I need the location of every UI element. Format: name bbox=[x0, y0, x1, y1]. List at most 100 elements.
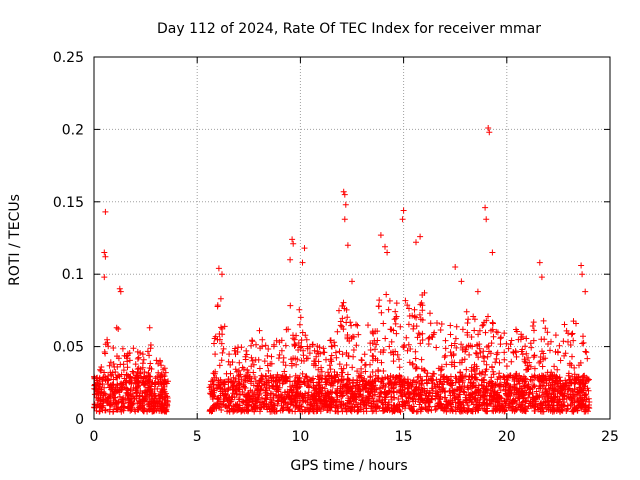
data-point bbox=[441, 354, 448, 361]
data-point bbox=[292, 342, 299, 349]
data-point bbox=[584, 375, 591, 382]
data-point bbox=[392, 315, 399, 322]
data-point bbox=[218, 340, 225, 347]
spike-point bbox=[489, 249, 496, 256]
data-point bbox=[448, 361, 455, 368]
x-tick-label: 10 bbox=[291, 429, 309, 445]
data-point bbox=[231, 347, 238, 354]
data-point bbox=[464, 402, 471, 409]
data-point bbox=[369, 369, 376, 375]
data-point bbox=[318, 390, 325, 397]
data-point bbox=[437, 327, 444, 333]
data-point bbox=[365, 322, 371, 329]
data-point bbox=[341, 383, 348, 390]
data-point bbox=[434, 393, 441, 400]
spike-point bbox=[578, 262, 585, 269]
data-point bbox=[223, 370, 230, 377]
data-point bbox=[554, 348, 561, 355]
data-point bbox=[490, 333, 497, 340]
data-point bbox=[234, 407, 240, 414]
data-point bbox=[312, 358, 319, 365]
data-point bbox=[252, 405, 259, 412]
data-point bbox=[503, 340, 510, 347]
data-point bbox=[128, 380, 135, 387]
data-point bbox=[579, 340, 586, 347]
x-tick-label: 0 bbox=[90, 429, 99, 445]
data-point bbox=[552, 378, 559, 385]
data-point bbox=[405, 341, 412, 348]
data-point bbox=[282, 377, 289, 384]
data-point bbox=[427, 390, 434, 397]
data-point bbox=[462, 348, 469, 355]
data-point bbox=[243, 347, 250, 354]
data-point bbox=[358, 365, 365, 372]
data-point bbox=[468, 374, 475, 381]
data-point bbox=[280, 398, 287, 405]
data-point bbox=[143, 387, 150, 394]
data-point bbox=[248, 354, 255, 361]
data-point bbox=[518, 388, 525, 395]
data-point bbox=[293, 361, 300, 368]
spike-point bbox=[101, 274, 108, 281]
data-point bbox=[344, 334, 351, 341]
data-point bbox=[226, 397, 233, 404]
data-point bbox=[406, 389, 412, 396]
data-point bbox=[561, 321, 568, 328]
data-point bbox=[236, 380, 243, 387]
data-point bbox=[580, 401, 587, 408]
data-point bbox=[567, 379, 574, 386]
data-point bbox=[113, 388, 120, 395]
data-point bbox=[292, 372, 299, 379]
data-point bbox=[398, 392, 405, 399]
data-point bbox=[386, 297, 393, 304]
data-point bbox=[273, 337, 280, 344]
data-point bbox=[441, 404, 448, 411]
data-point bbox=[347, 319, 354, 326]
data-point bbox=[337, 322, 344, 329]
data-point bbox=[98, 364, 105, 370]
data-point bbox=[374, 403, 381, 410]
data-point bbox=[345, 353, 352, 359]
data-point bbox=[412, 348, 419, 355]
data-point bbox=[282, 342, 289, 349]
data-point bbox=[151, 407, 158, 414]
data-point bbox=[343, 362, 350, 368]
data-point bbox=[256, 365, 263, 372]
spike-point bbox=[341, 191, 348, 198]
data-point bbox=[501, 330, 508, 337]
data-point bbox=[566, 362, 573, 369]
data-point bbox=[396, 356, 402, 363]
data-point bbox=[353, 321, 359, 328]
data-point bbox=[225, 358, 232, 365]
data-point bbox=[326, 362, 333, 369]
data-point bbox=[127, 373, 134, 380]
data-point bbox=[377, 349, 384, 355]
data-point bbox=[466, 405, 472, 412]
data-point bbox=[296, 374, 302, 381]
data-point bbox=[210, 393, 217, 400]
spike-point bbox=[485, 125, 492, 131]
data-point bbox=[155, 395, 162, 402]
data-point bbox=[111, 364, 118, 370]
data-point bbox=[371, 337, 378, 344]
data-point bbox=[400, 399, 407, 406]
data-point bbox=[124, 386, 131, 393]
data-point bbox=[367, 373, 374, 380]
data-point bbox=[465, 386, 472, 393]
data-point bbox=[295, 340, 302, 346]
data-point bbox=[157, 376, 164, 383]
data-point bbox=[163, 390, 169, 397]
data-point bbox=[102, 350, 109, 357]
data-point bbox=[476, 345, 483, 352]
data-point bbox=[443, 361, 450, 368]
data-point bbox=[512, 406, 519, 413]
data-point bbox=[438, 363, 445, 370]
data-point bbox=[416, 311, 423, 318]
data-point bbox=[326, 391, 333, 397]
data-point bbox=[418, 380, 425, 387]
data-point bbox=[265, 367, 272, 374]
data-point bbox=[546, 401, 553, 408]
data-point bbox=[148, 383, 155, 390]
spike-point bbox=[289, 236, 296, 243]
data-point bbox=[355, 331, 362, 338]
